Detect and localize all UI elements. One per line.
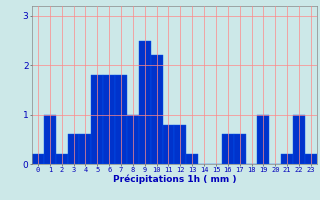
Bar (56, 154, 68, 164)
Bar (305, 154, 317, 164)
Bar (151, 55, 163, 164)
Bar (186, 154, 198, 164)
Bar (68, 134, 79, 164)
X-axis label: Précipitations 1h ( mm ): Précipitations 1h ( mm ) (113, 175, 236, 184)
Bar (234, 134, 246, 164)
Bar (103, 75, 115, 164)
Bar (139, 41, 151, 164)
Bar (115, 75, 127, 164)
Bar (91, 75, 103, 164)
Bar (163, 124, 174, 164)
Bar (258, 115, 269, 164)
Bar (32, 154, 44, 164)
Bar (127, 115, 139, 164)
Bar (44, 115, 56, 164)
Bar (174, 124, 186, 164)
Bar (293, 115, 305, 164)
Bar (281, 154, 293, 164)
Bar (222, 134, 234, 164)
Bar (79, 134, 91, 164)
